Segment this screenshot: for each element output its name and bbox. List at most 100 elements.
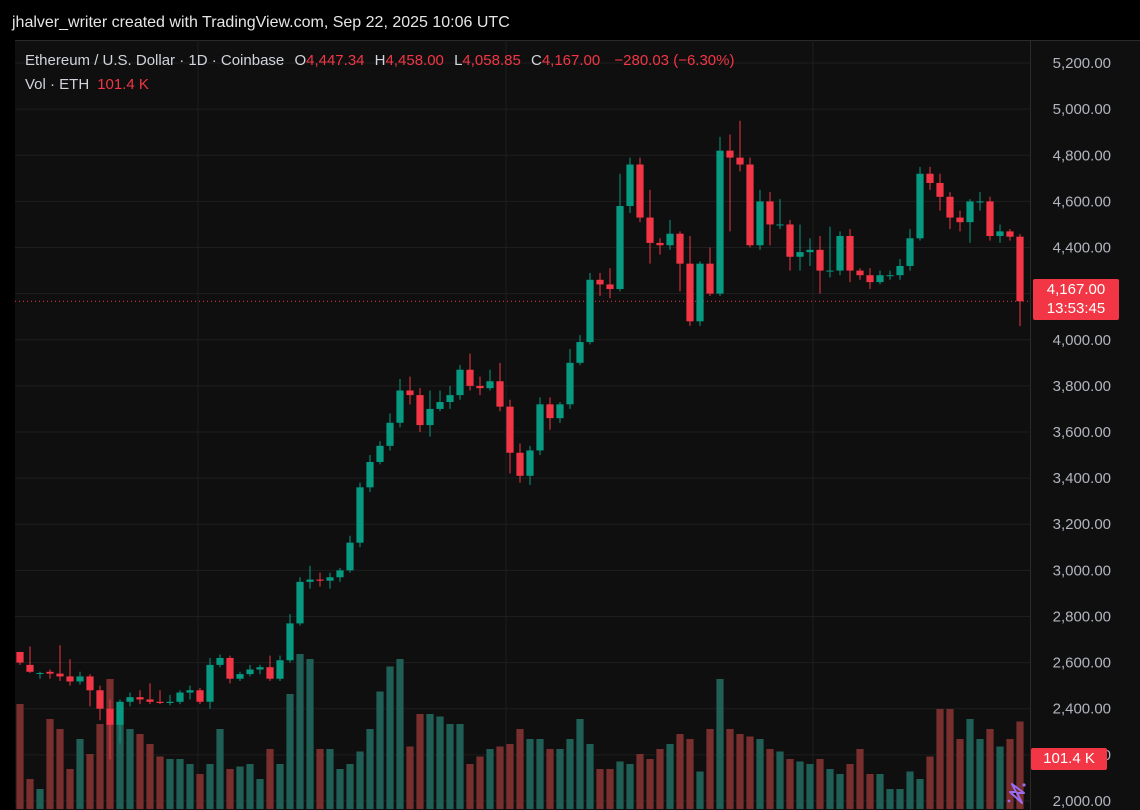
volume-bar (206, 764, 214, 809)
volume-bar (846, 764, 854, 809)
candle-body (226, 657, 234, 679)
volume-bar (976, 739, 984, 809)
candle-body (906, 238, 914, 266)
last-volume-label: 101.4 K (1031, 748, 1107, 770)
low-value: 4,058.85 (462, 52, 521, 69)
candle-body (646, 217, 654, 243)
volume-bar (706, 729, 714, 809)
y-tick-label: 5,000.00 (1053, 101, 1111, 118)
volume-bar (166, 759, 174, 809)
y-tick-label: 2,000.00 (1053, 793, 1111, 809)
bar-countdown: 13:53:45 (1046, 300, 1106, 317)
candle-body (306, 579, 314, 582)
volume-bar (416, 714, 424, 809)
candle-body (236, 674, 244, 679)
candle-body (486, 381, 494, 389)
volume-bar (916, 779, 924, 809)
volume-bar (76, 739, 84, 809)
volume-bar (286, 694, 294, 809)
candle-body (756, 201, 764, 246)
volume-bar (346, 764, 354, 809)
candle-body (476, 385, 484, 389)
volume-bar (56, 729, 64, 809)
volume-bar (996, 746, 1004, 809)
candle-body (636, 164, 644, 218)
volume-bar (426, 714, 434, 809)
volume-bar (336, 769, 344, 809)
volume-bar (736, 734, 744, 809)
candle-body (156, 701, 164, 703)
candle-body (736, 157, 744, 165)
volume-bar (556, 749, 564, 809)
volume-bar (876, 774, 884, 809)
volume-label: Vol · ETH (25, 76, 90, 93)
volume-bar (296, 654, 304, 809)
y-tick-label: 3,600.00 (1053, 424, 1111, 441)
candle-body (746, 164, 754, 246)
candle-body (336, 570, 344, 578)
candle-body (596, 279, 604, 285)
last-price-value: 4,167.00 (1046, 281, 1106, 298)
volume-bar (396, 659, 404, 809)
candle-body (666, 233, 674, 246)
candle-body (1006, 231, 1014, 237)
candle-body (826, 270, 834, 272)
volume-bar (96, 724, 104, 809)
volume-bar (816, 759, 824, 809)
y-tick-label: 3,000.00 (1053, 562, 1111, 579)
candle-body (516, 452, 524, 476)
volume-bar (406, 746, 414, 809)
volume-bar (596, 769, 604, 809)
tradingview-spark-icon[interactable] (1004, 780, 1030, 806)
candle-body (1016, 236, 1024, 302)
candle-body (796, 252, 804, 257)
volume-bar (576, 719, 584, 809)
volume-bar (226, 769, 234, 809)
candle-body (916, 173, 924, 239)
volume-bar (466, 764, 474, 809)
volume-bar (26, 779, 34, 809)
open-value: 4,447.34 (306, 52, 365, 69)
candle-body (586, 279, 594, 343)
volume-bar (966, 719, 974, 809)
candle-body (446, 395, 454, 403)
candle-body (726, 150, 734, 158)
candle-body (176, 692, 184, 702)
chart-pane[interactable] (15, 40, 1030, 810)
candle-body (536, 404, 544, 451)
price-axis[interactable] (1030, 40, 1140, 810)
volume-bar (886, 789, 894, 809)
volume-bar (776, 751, 784, 809)
candle-body (926, 173, 934, 183)
volume-bar (156, 756, 164, 809)
candle-body (556, 404, 564, 419)
candle-body (956, 217, 964, 223)
candle-body (846, 235, 854, 271)
candle-body (696, 263, 704, 322)
candle-body (296, 581, 304, 624)
candle-body (706, 263, 714, 294)
candle-body (946, 196, 954, 218)
candle-body (16, 651, 24, 663)
candle-body (376, 445, 384, 462)
volume-bar (136, 734, 144, 809)
volume-bar (516, 729, 524, 809)
candle-body (326, 577, 334, 581)
candle-body (676, 233, 684, 264)
y-tick-label: 4,400.00 (1053, 240, 1111, 257)
candle-body (866, 275, 874, 283)
volume-bar (586, 744, 594, 809)
volume-bar (326, 749, 334, 809)
close-label: C (530, 52, 542, 69)
volume-bar (616, 761, 624, 809)
candle-body (256, 667, 264, 670)
candle-body (836, 235, 844, 271)
volume-bar (86, 754, 94, 809)
candle-body (606, 284, 614, 290)
symbol-description: Ethereum / U.S. Dollar · 1D · Coinbase (25, 52, 285, 69)
volume-bar (196, 774, 204, 809)
volume-bar (536, 739, 544, 809)
candle-body (36, 672, 44, 674)
y-tick-label: 2,400.00 (1053, 701, 1111, 718)
